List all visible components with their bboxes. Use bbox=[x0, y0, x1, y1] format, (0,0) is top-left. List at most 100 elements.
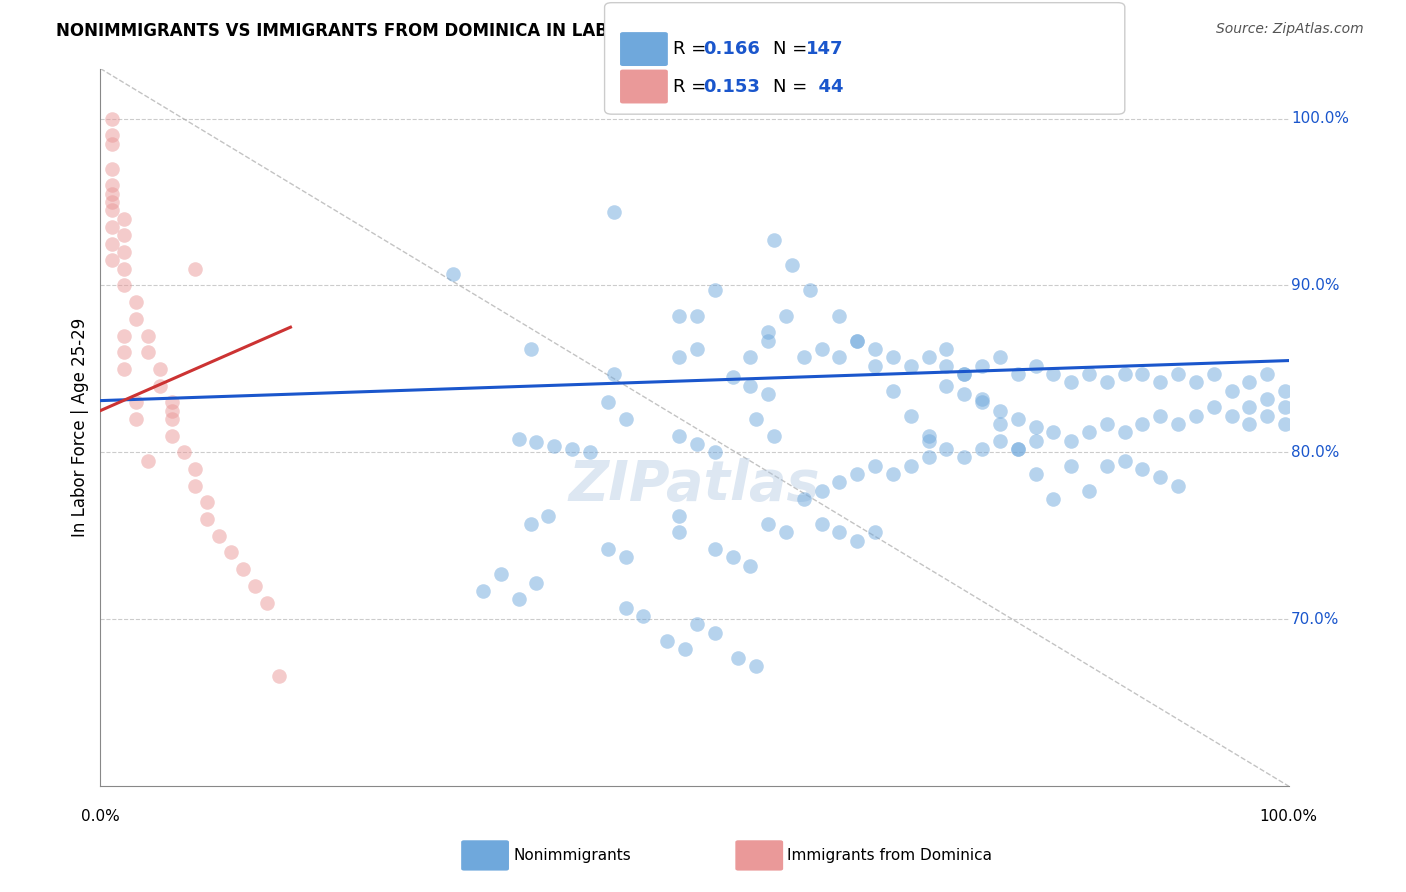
Point bbox=[668, 525, 690, 540]
Point bbox=[970, 392, 993, 406]
Point bbox=[184, 261, 207, 276]
Point bbox=[149, 378, 172, 392]
Point bbox=[1042, 425, 1064, 440]
Point bbox=[112, 261, 135, 276]
Point bbox=[561, 442, 583, 456]
Point bbox=[208, 529, 231, 543]
Point bbox=[793, 492, 815, 507]
Point bbox=[799, 284, 821, 298]
Point bbox=[900, 458, 922, 473]
Point bbox=[602, 367, 624, 381]
Text: 80.0%: 80.0% bbox=[1291, 445, 1340, 460]
Point bbox=[828, 309, 851, 323]
Point bbox=[537, 508, 560, 523]
Point bbox=[472, 583, 495, 598]
Point bbox=[101, 203, 124, 218]
Point bbox=[1149, 376, 1171, 390]
Point bbox=[1095, 458, 1118, 473]
Point bbox=[112, 228, 135, 243]
Point bbox=[1095, 417, 1118, 431]
Point bbox=[882, 467, 904, 481]
Point bbox=[953, 367, 976, 381]
Point bbox=[740, 350, 762, 364]
Point bbox=[614, 600, 637, 615]
Point bbox=[863, 458, 886, 473]
Point bbox=[703, 445, 725, 459]
Point bbox=[219, 545, 242, 559]
Point bbox=[1007, 412, 1029, 426]
Point bbox=[101, 136, 124, 151]
Point bbox=[668, 508, 690, 523]
Point bbox=[1114, 425, 1136, 440]
Text: NONIMMIGRANTS VS IMMIGRANTS FROM DOMINICA IN LABOR FORCE | AGE 25-29 CORRELATION: NONIMMIGRANTS VS IMMIGRANTS FROM DOMINIC… bbox=[56, 22, 1022, 40]
Point bbox=[1256, 367, 1278, 381]
Point bbox=[101, 220, 124, 235]
Point bbox=[810, 483, 832, 498]
Point bbox=[686, 437, 709, 451]
Point bbox=[1256, 409, 1278, 423]
Point bbox=[1007, 367, 1029, 381]
Point bbox=[173, 445, 195, 459]
Point bbox=[863, 359, 886, 373]
Point bbox=[917, 428, 939, 442]
Point bbox=[863, 525, 886, 540]
Point bbox=[125, 311, 148, 326]
Point bbox=[160, 428, 183, 442]
Point bbox=[101, 112, 124, 126]
Point bbox=[160, 412, 183, 426]
Point bbox=[970, 395, 993, 409]
Point bbox=[780, 259, 803, 273]
Point bbox=[101, 178, 124, 193]
Point bbox=[828, 525, 851, 540]
Point bbox=[101, 186, 124, 201]
Point bbox=[1185, 409, 1208, 423]
Text: N =: N = bbox=[773, 78, 813, 95]
Point bbox=[508, 432, 530, 446]
Point bbox=[1095, 376, 1118, 390]
Point bbox=[1078, 425, 1101, 440]
Point bbox=[101, 236, 124, 251]
Point bbox=[112, 345, 135, 359]
Point bbox=[136, 345, 159, 359]
Y-axis label: In Labor Force | Age 25-29: In Labor Force | Age 25-29 bbox=[72, 318, 89, 537]
Point bbox=[101, 128, 124, 143]
Point bbox=[828, 475, 851, 490]
Point bbox=[101, 161, 124, 176]
Point bbox=[112, 211, 135, 226]
Point bbox=[727, 650, 749, 665]
Point bbox=[1132, 367, 1154, 381]
Point bbox=[686, 617, 709, 632]
Point bbox=[1239, 376, 1261, 390]
Point bbox=[101, 253, 124, 268]
Text: 100.0%: 100.0% bbox=[1260, 809, 1317, 824]
Point bbox=[1078, 367, 1101, 381]
Point bbox=[1042, 367, 1064, 381]
Point bbox=[882, 384, 904, 398]
Point bbox=[1132, 417, 1154, 431]
Point bbox=[519, 342, 541, 356]
Point bbox=[756, 517, 779, 532]
Point bbox=[614, 550, 637, 565]
Point bbox=[267, 669, 290, 683]
Point bbox=[136, 453, 159, 467]
Point bbox=[1149, 470, 1171, 484]
Point bbox=[1007, 442, 1029, 456]
Text: R =: R = bbox=[673, 78, 713, 95]
Point bbox=[125, 395, 148, 409]
Text: 90.0%: 90.0% bbox=[1291, 278, 1340, 293]
Point bbox=[668, 309, 690, 323]
Point bbox=[596, 542, 619, 557]
Point bbox=[1202, 401, 1225, 415]
Point bbox=[793, 350, 815, 364]
Point bbox=[900, 359, 922, 373]
Point bbox=[1060, 434, 1083, 448]
Text: 0.0%: 0.0% bbox=[82, 809, 120, 824]
Point bbox=[846, 334, 869, 348]
Point bbox=[1256, 392, 1278, 406]
Point bbox=[740, 558, 762, 573]
Point bbox=[1025, 434, 1047, 448]
Point bbox=[633, 608, 655, 623]
Point bbox=[112, 278, 135, 293]
Point bbox=[756, 325, 779, 339]
Text: Immigrants from Dominica: Immigrants from Dominica bbox=[787, 848, 993, 863]
